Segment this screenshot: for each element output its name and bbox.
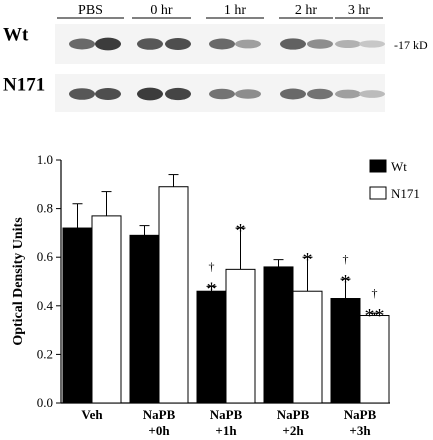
significance-dagger: †	[343, 252, 349, 266]
blot-band	[95, 88, 121, 100]
blot-band	[209, 88, 235, 100]
legend-label-n171: N171	[391, 186, 420, 201]
x-tick-label: +3h	[349, 423, 371, 438]
blot-band	[335, 39, 361, 49]
x-tick-label: NaPB	[344, 407, 377, 422]
blot-band	[307, 88, 333, 100]
x-tick-label: Veh	[81, 407, 103, 422]
blot-band	[359, 90, 385, 98]
significance-dagger: †	[372, 286, 378, 300]
x-tick-label: +0h	[148, 423, 170, 438]
y-axis-label: Optical Density Units	[11, 217, 26, 346]
blot-band	[235, 89, 261, 99]
significance-star: *	[207, 278, 217, 300]
bar-chart: 0.0 0.2 0.4 0.6 0.8 1.0 Optical Density Units V…	[11, 152, 420, 438]
bar-wt	[263, 266, 294, 404]
x-tick-label: NaPB	[143, 407, 176, 422]
bar-n171	[359, 315, 390, 404]
x-tick-label: NaPB	[210, 407, 243, 422]
y-tick-label: 0.8	[37, 201, 53, 216]
blot-band	[235, 39, 261, 49]
row-label-n171: N171	[3, 74, 45, 95]
blot-band	[280, 88, 306, 100]
bar-n171	[225, 268, 256, 404]
size-marker: -17 kD	[394, 38, 428, 52]
row-label-wt: Wt	[3, 24, 29, 45]
y-tick-label: 1.0	[37, 152, 53, 167]
legend-label-wt: Wt	[391, 159, 407, 174]
x-tick-label: NaPB	[277, 407, 310, 422]
y-tick-label: 0.2	[37, 346, 53, 361]
time-label: 2 hr	[295, 3, 318, 18]
x-tick-label: +2h	[282, 423, 304, 438]
blot-band	[137, 38, 163, 50]
blot-band	[95, 37, 121, 51]
y-tick-label: 0.6	[37, 249, 54, 264]
y-tick-label: 0.0	[37, 395, 53, 410]
legend-swatch-wt	[369, 159, 387, 173]
bar-wt	[129, 234, 160, 404]
blot-band	[137, 87, 163, 101]
bar-wt	[196, 290, 227, 404]
x-tick-label: +1h	[215, 423, 237, 438]
significance-star: *	[303, 249, 313, 271]
significance-star: **	[365, 305, 385, 327]
blot-band	[335, 89, 361, 99]
blot-band	[209, 38, 235, 50]
legend-swatch-n171	[369, 186, 387, 200]
blot-band	[69, 88, 95, 100]
bar-n171	[292, 290, 323, 404]
y-tick-label: 0.4	[37, 298, 54, 313]
time-label: 0 hr	[150, 3, 173, 18]
blot-band	[165, 87, 191, 101]
significance-star: *	[341, 271, 351, 293]
blot-band	[165, 38, 191, 50]
bar-n171	[158, 186, 189, 404]
time-label: PBS	[78, 3, 103, 18]
blot-band	[280, 38, 306, 50]
western-blot-panel: PBS 0 hr 1 hr 2 hr 3 hr Wt N171 -17 kD	[3, 3, 428, 112]
bar-wt	[62, 227, 93, 404]
bar-wt	[330, 298, 361, 404]
blot-band	[359, 40, 385, 48]
blot-band	[307, 39, 333, 49]
bar-n171	[91, 215, 122, 404]
time-label: 3 hr	[348, 3, 371, 18]
blot-band	[69, 38, 95, 50]
significance-dagger: †	[209, 259, 215, 273]
time-label: 1 hr	[224, 3, 247, 18]
significance-star: *	[236, 220, 246, 242]
